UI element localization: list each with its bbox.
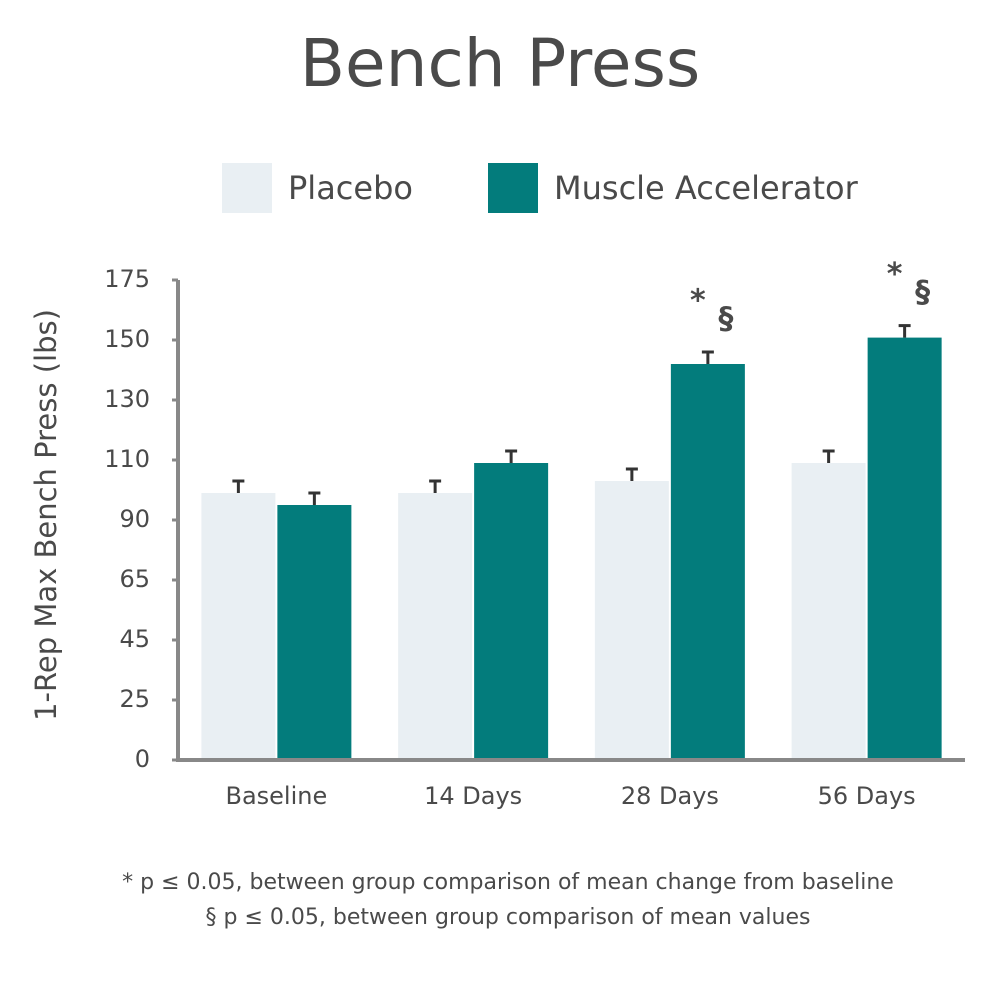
y-tick-label: 90 bbox=[119, 505, 150, 533]
bar bbox=[474, 463, 548, 760]
x-tick-label: 14 Days bbox=[424, 782, 522, 810]
bar bbox=[398, 493, 472, 760]
y-tick-label: 150 bbox=[104, 325, 150, 353]
bar bbox=[277, 505, 351, 760]
legend-swatch bbox=[222, 163, 272, 213]
legend-label: Muscle Accelerator bbox=[554, 169, 859, 207]
x-tick-label: 56 Days bbox=[818, 782, 916, 810]
significance-mark: * bbox=[887, 257, 903, 292]
chart-title: Bench Press bbox=[300, 25, 701, 102]
footnote: § p ≤ 0.05, between group comparison of … bbox=[206, 905, 811, 930]
y-tick-label: 130 bbox=[104, 385, 150, 413]
bar bbox=[201, 493, 275, 760]
significance-mark: * bbox=[690, 284, 706, 319]
y-tick-label: 65 bbox=[119, 565, 150, 593]
y-axis-label: 1-Rep Max Bench Press (lbs) bbox=[29, 309, 63, 721]
significance-mark: § bbox=[718, 302, 733, 337]
x-tick-label: 28 Days bbox=[621, 782, 719, 810]
x-tick-label: Baseline bbox=[225, 782, 327, 810]
bar bbox=[595, 481, 669, 760]
y-tick-label: 175 bbox=[104, 265, 150, 293]
y-tick-label: 45 bbox=[119, 625, 150, 653]
legend-swatch bbox=[488, 163, 538, 213]
y-tick-label: 0 bbox=[135, 745, 150, 773]
bar bbox=[671, 364, 745, 760]
y-tick-label: 110 bbox=[104, 445, 150, 473]
legend-label: Placebo bbox=[288, 169, 413, 207]
significance-mark: § bbox=[915, 275, 930, 310]
footnote: * p ≤ 0.05, between group comparison of … bbox=[122, 870, 894, 895]
y-tick-label: 25 bbox=[119, 685, 150, 713]
bar bbox=[868, 338, 942, 760]
bar bbox=[792, 463, 866, 760]
